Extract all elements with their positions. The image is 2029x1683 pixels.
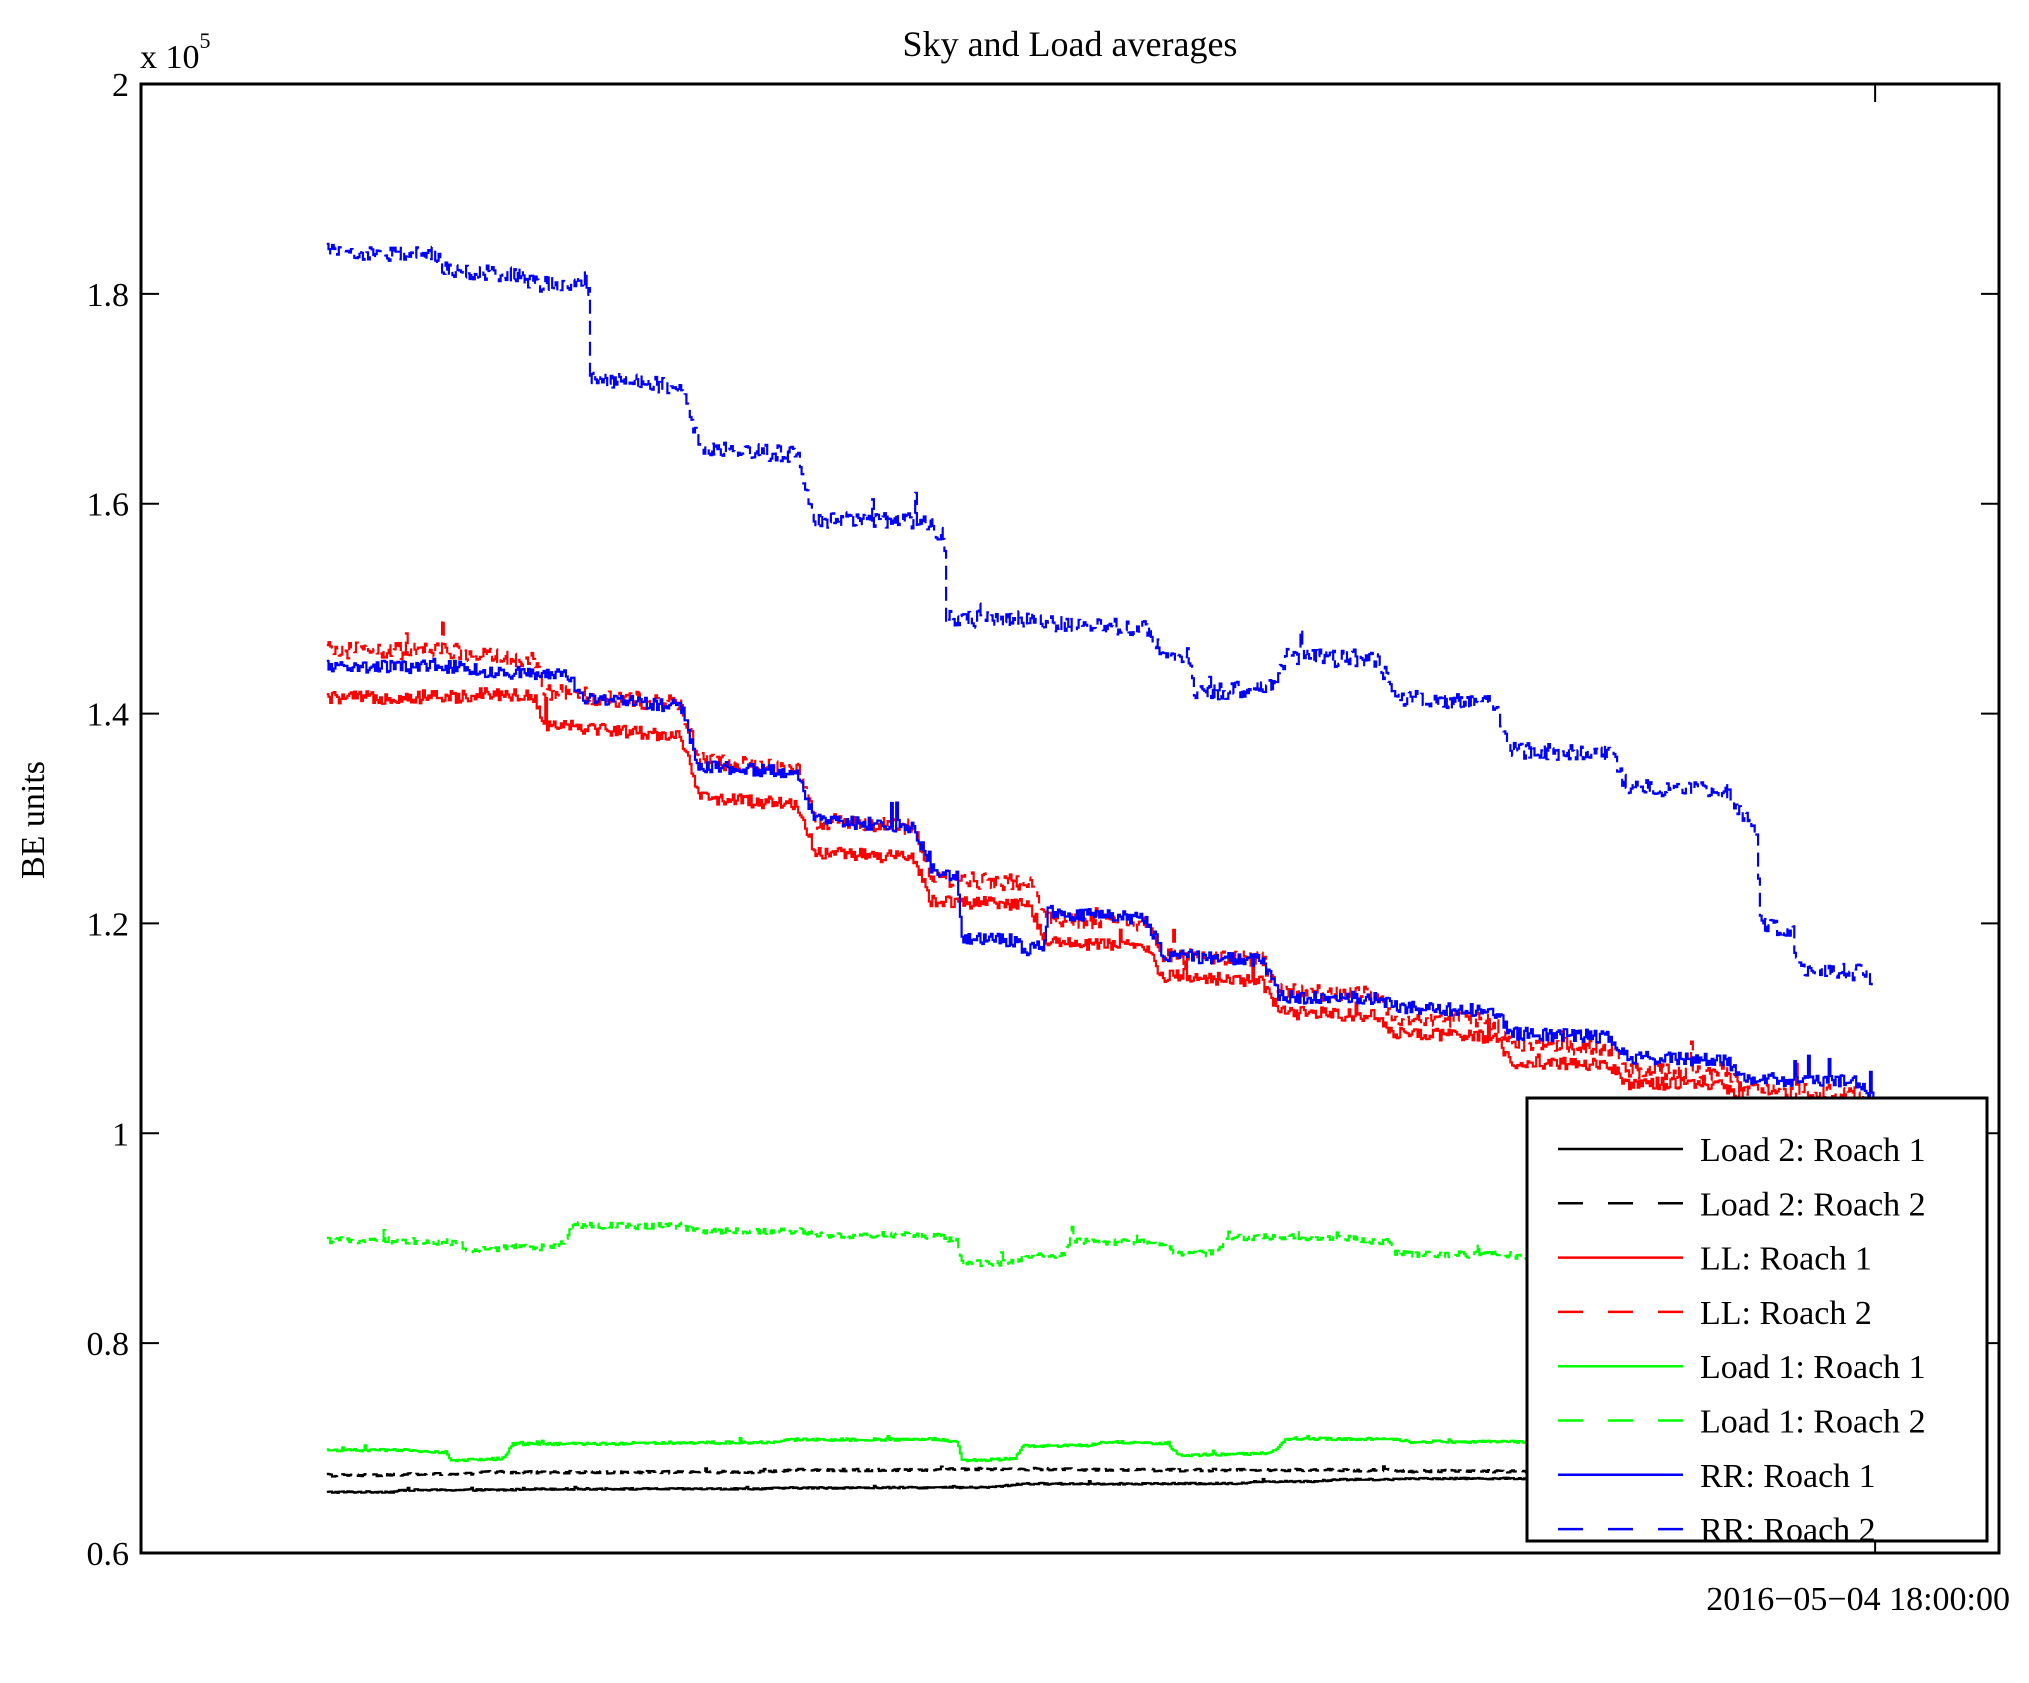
legend-label: RR: Roach 1	[1700, 1458, 1876, 1495]
y-tick-label: 1.4	[87, 697, 130, 734]
legend-label: LL: Roach 2	[1700, 1295, 1872, 1332]
legend-label: Load 1: Roach 2	[1700, 1404, 1926, 1441]
y-tick-label: 0.8	[87, 1326, 130, 1363]
legend-box	[1525, 1096, 1989, 1543]
y-tick-label: 1.8	[87, 277, 130, 314]
y-tick-label: 1	[112, 1116, 129, 1153]
legend-label: Load 1: Roach 1	[1700, 1349, 1926, 1386]
plot-area	[326, 242, 1877, 1494]
y-multiplier-base: x 10	[140, 39, 200, 76]
y-axis: 0.6 0.8 1 1.2 1.4 1.6 1.8 2	[87, 67, 1999, 1573]
series-line-ll-roach-1	[326, 687, 1877, 1121]
y-tick-label: 1.6	[87, 487, 130, 524]
series-line-rr-roach-2	[326, 242, 1877, 988]
legend: Load 2: Roach 1 Load 2: Roach 2 LL: Roach …	[1525, 1096, 1989, 1549]
series-line-load-2-roach-2	[326, 1465, 1877, 1478]
y-multiplier-exponent: 5	[200, 28, 211, 53]
legend-label: Load 2: Roach 1	[1700, 1132, 1926, 1169]
y-tick-label: 2	[112, 67, 129, 104]
series-line-load-1-roach-2	[326, 1221, 1877, 1269]
chart-title: Sky and Load averages	[903, 24, 1238, 64]
legend-label: LL: Roach 1	[1700, 1241, 1872, 1278]
y-multiplier: x 105	[140, 28, 211, 76]
series-line-rr-roach-1	[326, 657, 1877, 1105]
legend-label: Load 2: Roach 2	[1700, 1186, 1926, 1223]
y-tick-label: 0.6	[87, 1536, 130, 1573]
x-axis: 2016−05−04 18:00:00	[1706, 84, 2010, 1618]
y-axis-label: BE units	[15, 761, 52, 879]
legend-label: RR: Roach 2	[1700, 1512, 1876, 1549]
axes-frame	[139, 82, 2001, 1555]
x-tick-label: 2016−05−04 18:00:00	[1706, 1581, 2010, 1618]
y-tick-label: 1.2	[87, 906, 130, 943]
